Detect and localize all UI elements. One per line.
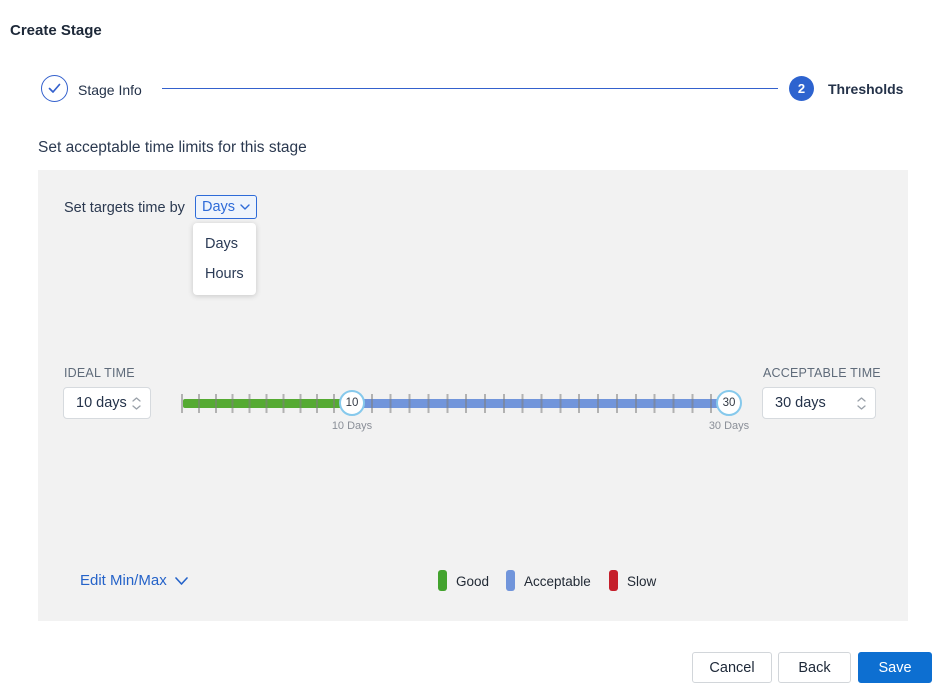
slider-track-acceptable[interactable] [352,399,729,408]
cancel-button[interactable]: Cancel [692,652,772,683]
decrement-button[interactable] [857,404,866,410]
back-button[interactable]: Back [778,652,851,683]
chevron-up-icon [132,396,141,402]
time-range-slider: 10 30 10 Days 30 Days [181,386,749,436]
legend-label-good: Good [456,574,490,589]
acceptable-time-input[interactable] [763,388,857,418]
chevron-down-icon [132,404,141,410]
time-unit-menu: Days Hours [193,223,256,295]
slider-max-label: 30 Days [708,420,750,432]
acceptable-time-caption: ACCEPTABLE TIME [763,366,881,380]
page-title: Create Stage [10,22,102,39]
edit-minmax-label: Edit Min/Max [80,572,167,589]
step2-active-indicator[interactable]: 2 [789,76,814,101]
ideal-time-input-group [63,387,151,419]
legend-swatch-slow [609,570,618,591]
edit-minmax-link[interactable]: Edit Min/Max [80,572,188,589]
slider-min-label: 10 Days [331,420,373,432]
step1-complete-indicator[interactable] [41,75,68,102]
increment-button[interactable] [857,396,866,402]
legend-swatch-acceptable [506,570,515,591]
section-heading: Set acceptable time limits for this stag… [38,139,307,156]
chevron-down-icon [240,204,250,210]
time-unit-value: Days [202,199,236,215]
check-icon [48,83,61,93]
decrement-button[interactable] [132,404,141,410]
stepper-connector [162,88,778,89]
increment-button[interactable] [132,396,141,402]
step2-label: Thresholds [828,81,904,97]
menu-item-days[interactable]: Days [205,236,239,252]
ideal-time-steppers [132,396,150,410]
legend-label-slow: Slow [627,574,657,589]
menu-item-hours[interactable]: Hours [205,266,244,282]
chevron-down-icon [174,576,188,585]
slider-handle-max[interactable]: 30 [716,390,742,416]
acceptable-time-input-group [762,387,876,419]
set-targets-label: Set targets time by [64,200,185,216]
acceptable-time-steppers [857,396,875,410]
chevron-up-icon [857,396,866,402]
ideal-time-caption: IDEAL TIME [64,366,135,380]
save-button[interactable]: Save [858,652,932,683]
chevron-down-icon [857,404,866,410]
time-unit-dropdown[interactable]: Days [195,195,258,219]
legend-swatch-good [438,570,447,591]
step1-label: Stage Info [78,82,142,98]
slider-handle-min[interactable]: 10 [339,390,365,416]
legend-label-acceptable: Acceptable [524,574,591,589]
ideal-time-input[interactable] [64,388,132,418]
slider-track-good[interactable] [183,399,352,408]
